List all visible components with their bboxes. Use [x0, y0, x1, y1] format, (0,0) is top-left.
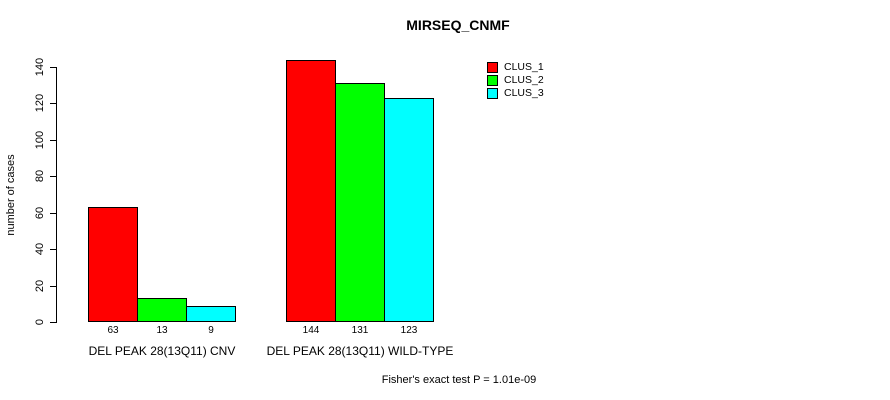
y-axis-tick	[50, 176, 57, 177]
bar-clus_3-group2	[384, 98, 434, 322]
y-axis-tick	[50, 103, 57, 104]
legend-item: CLUS_3	[487, 87, 544, 100]
y-axis-tick	[50, 213, 57, 214]
y-axis-tick	[50, 286, 57, 287]
legend-label: CLUS_3	[504, 87, 544, 99]
y-axis-tick-label: 20	[34, 279, 46, 293]
bar-value-label: 123	[400, 325, 418, 336]
bar-clus_2-group2	[335, 83, 385, 322]
chart-title: MIRSEQ_CNMF	[406, 17, 510, 33]
category-label: DEL PEAK 28(13Q11) WILD-TYPE	[266, 344, 454, 358]
legend-swatch	[487, 75, 498, 86]
y-axis-tick-label: 40	[34, 242, 46, 256]
y-axis-tick-label: 80	[34, 169, 46, 183]
legend-item: CLUS_2	[487, 74, 544, 87]
bar-value-label: 144	[302, 325, 320, 336]
legend-item: CLUS_1	[487, 61, 544, 74]
y-axis-tick-label: 0	[34, 318, 46, 326]
bar-value-label: 63	[107, 325, 119, 336]
y-axis-tick	[50, 67, 57, 68]
y-axis-tick	[50, 322, 57, 323]
y-axis-line	[56, 67, 57, 323]
y-axis-tick-label: 120	[34, 93, 46, 113]
bar-value-label: 9	[208, 325, 214, 336]
bar-clus_2-group1	[137, 298, 187, 322]
bar-clus_3-group1	[186, 306, 236, 322]
y-axis-tick-label: 140	[34, 57, 46, 77]
annotation-text: Fisher's exact test P = 1.01e-09	[381, 374, 537, 386]
legend-label: CLUS_2	[504, 74, 544, 86]
y-axis-tick	[50, 140, 57, 141]
y-axis-tick	[50, 249, 57, 250]
legend-swatch	[487, 88, 498, 99]
category-label: DEL PEAK 28(13Q11) CNV	[88, 344, 236, 358]
bar-clus_1-group1	[88, 207, 138, 322]
legend-label: CLUS_1	[504, 61, 544, 73]
legend: CLUS_1 CLUS_2 CLUS_3	[487, 61, 544, 100]
bar-value-label: 131	[351, 325, 369, 336]
bar-value-label: 13	[156, 325, 168, 336]
bar-clus_1-group2	[286, 60, 336, 322]
y-axis-tick-label: 60	[34, 206, 46, 220]
y-axis-tick-label: 100	[34, 130, 46, 150]
legend-swatch	[487, 62, 498, 73]
